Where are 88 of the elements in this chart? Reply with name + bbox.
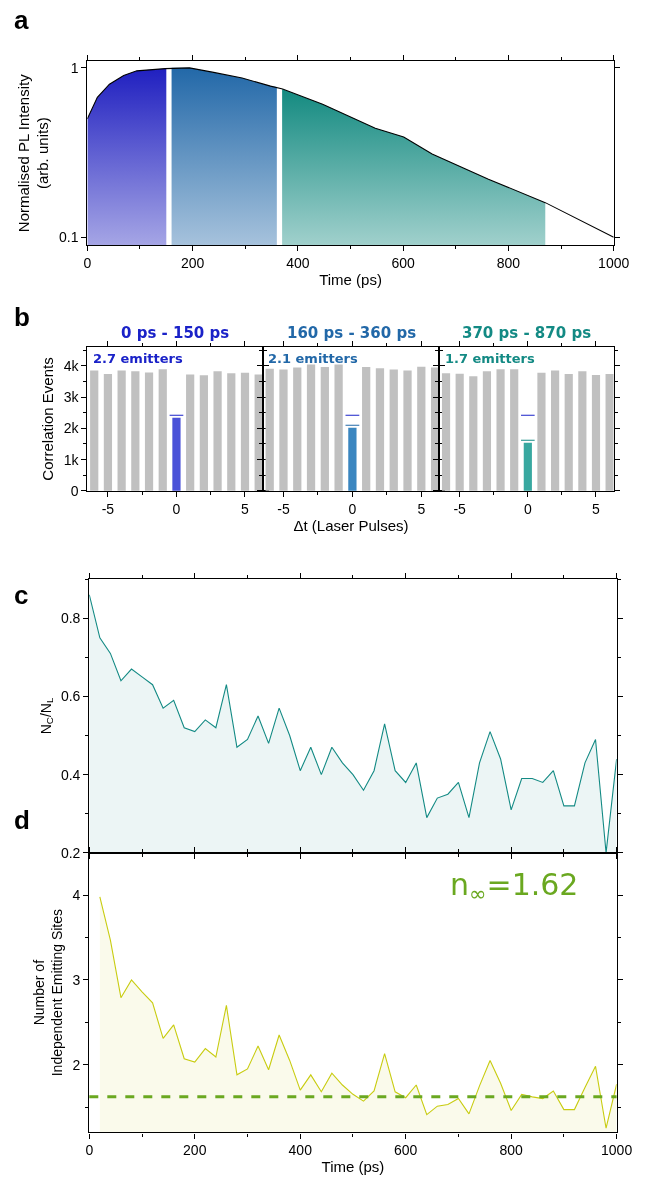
bar [591,374,601,491]
chart-title: 370 ps - 870 ps [462,324,592,342]
bar [417,366,426,491]
annotation: 1.7 emitters [445,351,536,366]
x-tick-label: 0 [85,1142,94,1159]
bar [469,376,478,491]
bar [564,373,573,491]
x-tick-label: 5 [592,500,601,517]
x-tick-label: -5 [277,500,290,517]
x-tick-label: 1000 [601,1142,633,1159]
bar [103,373,113,491]
bar [348,427,357,491]
bar [117,370,126,491]
text: b [14,302,30,332]
y-axis-title: Correlation Events [38,357,56,481]
x-tick-label: 1000 [598,254,630,271]
bar [265,368,274,491]
bar [496,369,505,491]
bar [482,371,492,491]
bar [293,367,302,491]
bar [455,373,464,491]
x-tick-label: 600 [391,254,416,271]
text: a [14,5,29,35]
bar [441,373,451,491]
bar [320,367,329,491]
bar [537,372,546,491]
bar [199,375,208,491]
text: d [14,805,30,835]
x-tick-label: -5 [453,500,467,517]
y-tick-label: 0 [70,482,79,499]
bar [551,370,560,491]
x-tick-label: 0 [523,500,532,517]
bar [306,364,316,491]
bar [213,371,222,491]
y-tick-label: 4k [63,357,80,374]
x-tick-label: 0 [83,254,92,271]
annotation: n$_{∞}$=1.62 [450,867,579,907]
y-tick-label: 0.2 [60,844,81,861]
bar [578,371,587,491]
x-tick-label: 5 [417,500,426,517]
bar [334,364,343,491]
x-axis-title: Time (ps) [321,1158,385,1176]
y-tick-label: 4 [72,887,81,904]
y-tick-label: 0.6 [60,688,81,705]
annotation: 2.1 emitters [268,351,359,366]
x-tick-label: 5 [241,500,250,517]
x-tick-label: -5 [101,500,115,517]
bar [389,369,398,491]
bar [279,369,288,491]
x-tick-label: 800 [499,1142,524,1159]
bar [158,369,167,491]
y-tick-label: 1 [70,59,79,76]
y-tick-label: 2 [72,1056,81,1073]
bar [523,442,532,491]
bar [172,417,181,491]
y-tick-label: 3 [72,971,81,988]
y-tick-label: 0.8 [60,610,81,627]
x-tick-label: 400 [288,1142,313,1159]
x-tick-label: 800 [496,254,521,271]
x-axis-title: Δt (Laser Pulses) [293,516,409,534]
bar [144,372,154,491]
x-tick-label: 200 [183,1142,207,1159]
bar [240,372,250,491]
bar [510,369,519,491]
y-tick-label: 0.1 [58,229,79,246]
chart-title: 160 ps - 360 ps [287,324,417,342]
text: c [14,580,29,610]
bar [375,368,385,491]
bar [403,370,412,491]
y-tick-label: 2k [63,420,80,437]
y-tick-label: 3k [63,389,80,405]
chart-title: 0 ps - 150 ps [121,324,230,342]
y-axis-title: Normalised PL Intensity (arb. units) [14,73,52,233]
x-axis-title: Time (ps) [319,270,382,288]
x-tick-label: 400 [286,254,310,271]
x-tick-label: 0 [348,500,357,517]
bar [362,367,371,491]
x-tick-label: 0 [172,500,181,517]
bar [186,374,195,491]
bar [131,371,140,491]
y-axis-title: Number of Independent Emitting Sites [31,908,66,1077]
y-tick-label: 1k [63,451,80,468]
x-tick-label: 200 [180,254,205,271]
y-tick-label: 0.4 [60,766,81,783]
bar [90,370,99,491]
x-tick-label: 600 [394,1142,418,1159]
bar [227,373,236,491]
annotation: 2.7 emitters [93,351,184,366]
